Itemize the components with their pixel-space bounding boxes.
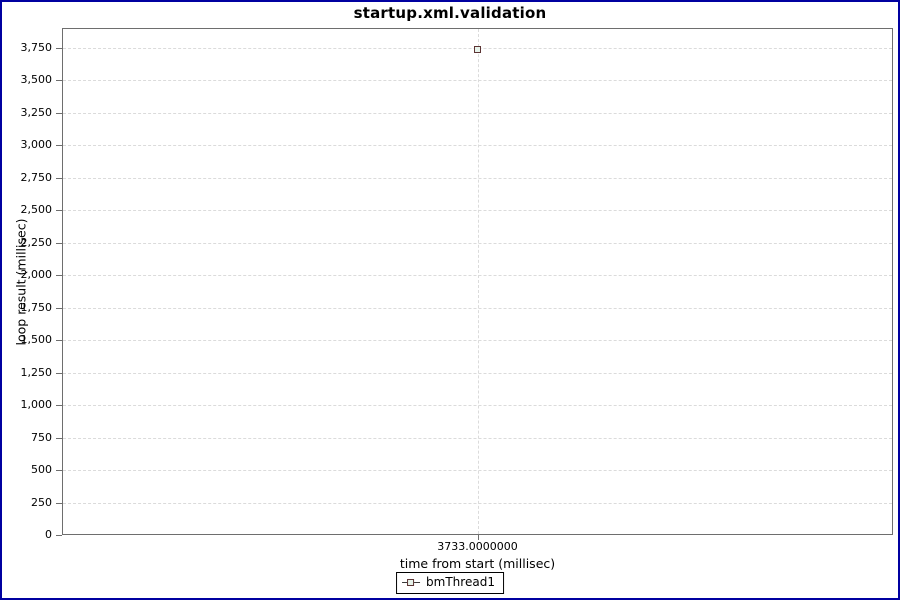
legend-item: bmThread1 [402, 576, 495, 589]
y-tick-label: 250 [31, 495, 52, 509]
y-tick-mark [56, 405, 62, 406]
y-tick-mark [56, 145, 62, 146]
legend-item-label: bmThread1 [426, 575, 495, 589]
legend-marker-square-icon [402, 578, 421, 587]
y-tick-label: 3,750 [20, 40, 53, 54]
y-tick-mark [56, 275, 62, 276]
data-point [474, 46, 481, 54]
y-tick-label: 2,250 [20, 235, 53, 249]
y-tick-label: 1,500 [20, 333, 53, 346]
chart-title: startup.xml.validation [353, 4, 547, 22]
y-tick-label: 2,000 [20, 268, 53, 281]
y-tick-label: 3,000 [20, 138, 53, 151]
y-tick-label: 1,750 [20, 300, 53, 314]
y-tick-label: 1,000 [20, 398, 53, 411]
y-tick-mark [56, 242, 62, 244]
y-tick-label: 1,250 [20, 365, 53, 379]
y-tick-label: 750 [31, 430, 52, 444]
y-tick-label: 0 [45, 528, 52, 541]
y-tick-mark [56, 372, 62, 374]
y-tick-mark [56, 80, 62, 81]
y-tick-label: 500 [31, 463, 52, 476]
y-tick-mark [56, 210, 62, 211]
plot-outline [62, 28, 893, 535]
y-tick-mark [56, 177, 62, 179]
y-tick-label: 2,500 [20, 203, 53, 216]
y-tick-mark [56, 340, 62, 341]
y-tick-mark [56, 502, 62, 504]
y-tick-label: 3,250 [20, 105, 53, 119]
y-tick-label: 2,750 [20, 170, 53, 184]
x-axis-label: time from start (millisec) [399, 556, 556, 571]
x-tick-label: 3733.0000000 [437, 540, 518, 553]
y-tick-mark [56, 307, 62, 309]
y-tick-mark [56, 112, 62, 114]
gridline-vertical [477, 29, 479, 534]
y-tick-mark [56, 437, 62, 439]
y-axis-label: loop result (millisec) [13, 218, 29, 345]
y-tick-mark [56, 535, 62, 536]
y-tick-label: 3,500 [20, 73, 53, 86]
x-tick-mark [477, 535, 479, 540]
y-tick-mark [56, 47, 62, 49]
y-tick-mark [56, 470, 62, 471]
legend: bmThread1 [396, 572, 504, 594]
